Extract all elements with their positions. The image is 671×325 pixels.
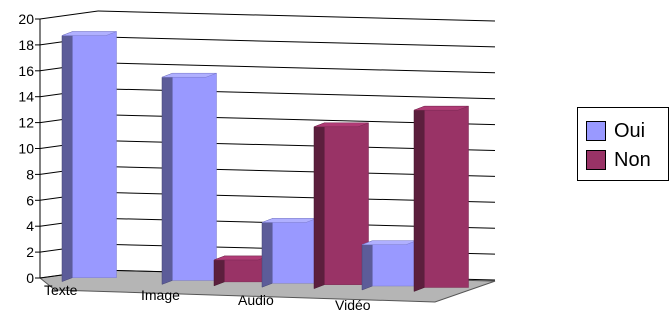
gridline bbox=[97, 36, 496, 48]
y-tick-label: 2 bbox=[26, 244, 34, 260]
bar-oui-1-front bbox=[172, 72, 217, 281]
bar-non-1-front bbox=[224, 255, 269, 283]
bar-oui-0-front bbox=[72, 31, 117, 278]
bar-non-3-top bbox=[413, 105, 469, 111]
y-tick-label: 4 bbox=[26, 218, 34, 234]
y-tick-label: 0 bbox=[26, 270, 34, 286]
bar-oui-2-side bbox=[261, 218, 273, 288]
bar-oui-3-front bbox=[372, 240, 417, 287]
y-tick-label: 16 bbox=[18, 63, 34, 79]
bar-non-3-front bbox=[424, 105, 469, 288]
x-tick-label: Audio bbox=[238, 292, 274, 308]
bars bbox=[61, 31, 469, 292]
bar-non-2-top bbox=[313, 122, 369, 128]
bar-oui-3-side bbox=[361, 240, 373, 291]
bar-non-1-side bbox=[213, 255, 225, 287]
legend-item-oui: Oui bbox=[586, 119, 645, 143]
legend-swatch-non bbox=[586, 150, 606, 170]
bar-oui-2 bbox=[261, 218, 317, 288]
bar-non-3 bbox=[413, 105, 469, 292]
x-tick-label: Image bbox=[141, 287, 180, 303]
x-tick-label: Vidéo bbox=[335, 297, 371, 313]
bar-non-1 bbox=[213, 255, 269, 287]
y-tick-label: 14 bbox=[18, 89, 34, 105]
bar-non-2-side bbox=[313, 122, 325, 290]
bar-oui-0-side bbox=[61, 31, 73, 282]
gridline bbox=[97, 62, 496, 74]
bar-oui-3 bbox=[361, 240, 417, 291]
x-tick-labels: Texte Image Audio Vidéo bbox=[44, 282, 371, 313]
gridline bbox=[97, 88, 496, 100]
legend: Oui Non bbox=[577, 107, 669, 181]
bar-oui-0-top bbox=[61, 31, 117, 36]
legend-label-oui: Oui bbox=[614, 120, 646, 142]
legend-swatch-oui bbox=[586, 121, 606, 141]
x-tick-label: Texte bbox=[44, 282, 78, 298]
bar-non-2-front bbox=[324, 122, 369, 285]
gridline bbox=[97, 10, 496, 22]
bar-non-2 bbox=[313, 122, 369, 290]
bar-oui-0 bbox=[61, 31, 117, 282]
y-tick-label: 6 bbox=[26, 192, 34, 208]
legend-item-non: Non bbox=[586, 148, 651, 172]
bar-non-3-side bbox=[413, 105, 425, 292]
y-axis bbox=[35, 18, 41, 279]
bar-oui-1-top bbox=[161, 72, 217, 78]
bar-oui-2-front bbox=[272, 218, 317, 284]
y-tick-labels: 0 2 4 6 8 10 12 14 16 18 20 bbox=[18, 11, 34, 286]
y-tick-label: 12 bbox=[18, 115, 34, 131]
y-tick-label: 20 bbox=[18, 11, 34, 27]
y-tick-label: 10 bbox=[18, 141, 34, 157]
bar-oui-1 bbox=[161, 72, 217, 285]
gridline-depth bbox=[39, 10, 99, 20]
y-tick-label: 18 bbox=[18, 37, 34, 53]
legend-label-non: Non bbox=[614, 149, 651, 171]
y-tick-label: 8 bbox=[26, 166, 34, 182]
bar-oui-1-side bbox=[161, 72, 173, 285]
